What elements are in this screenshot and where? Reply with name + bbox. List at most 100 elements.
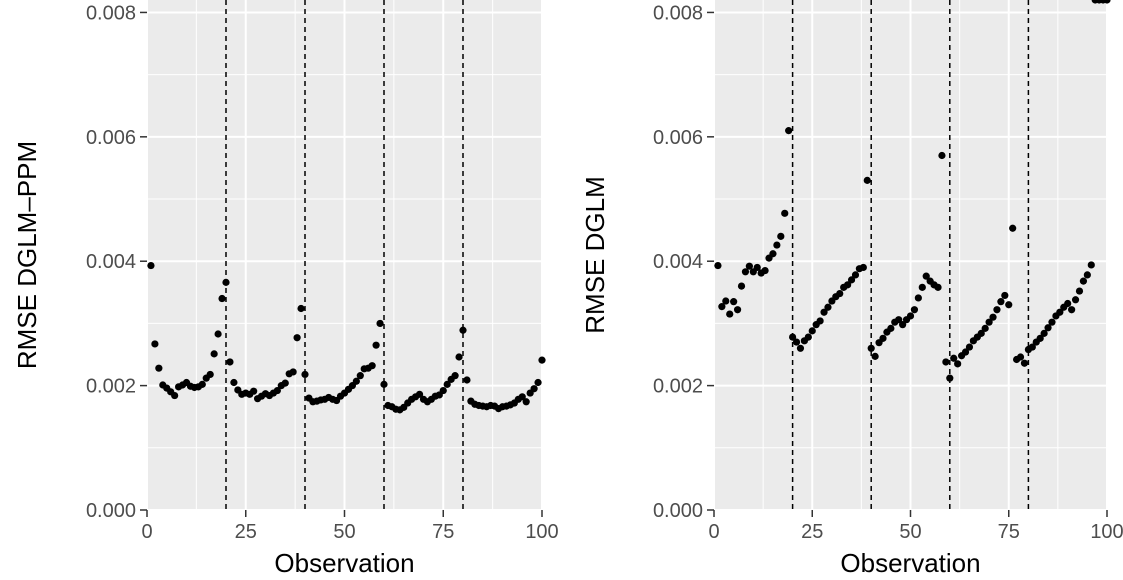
- data-point: [777, 232, 785, 240]
- data-point: [887, 324, 895, 332]
- y-tick-label: 0.002: [86, 376, 136, 398]
- data-point: [836, 289, 844, 298]
- data-point: [206, 370, 214, 379]
- data-point: [301, 370, 309, 379]
- data-point: [1005, 301, 1013, 309]
- data-point: [372, 341, 380, 349]
- data-point: [459, 326, 467, 334]
- data-point: [198, 380, 206, 388]
- data-point: [733, 306, 742, 314]
- data-point: [808, 327, 816, 335]
- data-point: [455, 353, 463, 361]
- data-point: [871, 352, 879, 360]
- x-axis-title: Observation: [274, 548, 414, 578]
- data-point: [879, 334, 887, 342]
- data-point: [737, 282, 746, 290]
- data-point: [844, 281, 852, 289]
- y-tick-label: 0.002: [653, 376, 703, 398]
- data-point: [443, 380, 451, 388]
- data-point: [1009, 224, 1017, 232]
- data-point: [761, 266, 769, 275]
- data-point: [954, 360, 962, 368]
- data-point: [530, 385, 538, 393]
- data-point: [522, 398, 530, 406]
- data-point: [518, 393, 526, 401]
- data-point: [769, 250, 777, 258]
- data-point: [895, 316, 903, 324]
- data-point: [824, 303, 832, 311]
- data-point: [222, 278, 230, 286]
- data-point: [859, 263, 867, 272]
- data-point: [356, 372, 364, 380]
- data-point: [993, 306, 1001, 314]
- data-point: [368, 362, 376, 370]
- right-panel: 0.000 0.002 0.004 0.006 0.008 0 25 50 75 100 Obser…: [580, 0, 1123, 578]
- y-tick-label: 0.000: [86, 500, 136, 522]
- x-tick-label: 100: [1090, 521, 1123, 543]
- data-point: [352, 377, 360, 385]
- data-point: [1079, 277, 1088, 285]
- y-tick-label: 0.000: [653, 500, 703, 522]
- data-point: [977, 329, 985, 337]
- data-point: [1068, 306, 1076, 314]
- data-point: [946, 374, 954, 382]
- data-point: [210, 350, 218, 358]
- y-axis-title: RMSE DGLM: [580, 176, 610, 333]
- x-tick-label: 75: [432, 521, 454, 543]
- data-point: [934, 283, 942, 291]
- data-point: [439, 386, 447, 395]
- data-point: [451, 372, 459, 380]
- data-point: [380, 380, 388, 388]
- data-point: [781, 209, 789, 217]
- x-tick-label: 0: [708, 521, 719, 543]
- data-point: [151, 340, 159, 348]
- data-point: [792, 338, 801, 346]
- data-point: [226, 358, 234, 366]
- data-point: [820, 308, 828, 316]
- y-tick-label: 0.008: [653, 2, 703, 24]
- x-tick-label: 0: [141, 521, 152, 543]
- data-point: [989, 313, 997, 321]
- data-point: [981, 324, 989, 332]
- data-point: [281, 379, 289, 387]
- y-tick-label: 0.006: [653, 127, 703, 149]
- data-point: [534, 378, 542, 387]
- data-point: [297, 304, 305, 313]
- y-tick-label: 0.006: [86, 127, 136, 149]
- data-point: [906, 312, 915, 320]
- data-point: [1036, 334, 1044, 342]
- data-point: [230, 378, 238, 387]
- data-point: [415, 390, 424, 398]
- data-point: [1083, 271, 1091, 279]
- data-point: [218, 294, 226, 303]
- data-point: [942, 358, 950, 366]
- x-axis-title: Observation: [840, 548, 980, 578]
- y-tick-label: 0.004: [653, 251, 703, 273]
- data-point: [1044, 324, 1052, 332]
- data-point: [773, 241, 781, 249]
- data-point: [863, 176, 871, 184]
- data-point: [1071, 296, 1080, 304]
- data-point: [730, 298, 738, 306]
- data-point: [147, 261, 155, 270]
- data-point: [985, 318, 993, 326]
- x-tick-label: 50: [899, 521, 921, 543]
- data-point: [376, 319, 384, 328]
- data-point: [918, 283, 926, 291]
- data-point: [745, 262, 753, 270]
- data-point: [718, 303, 726, 311]
- data-point: [722, 297, 730, 305]
- data-point: [922, 272, 930, 280]
- data-point: [273, 386, 281, 395]
- data-point: [293, 334, 301, 342]
- data-point: [867, 344, 875, 352]
- data-point: [714, 261, 722, 270]
- data-point: [753, 263, 761, 272]
- data-point: [847, 276, 856, 284]
- data-point: [726, 310, 734, 318]
- data-point: [1028, 343, 1036, 351]
- data-point: [289, 368, 297, 376]
- left-panel: 0.000 0.002 0.004 0.006 0.008 0 25 50 75 100 Obser…: [12, 0, 559, 578]
